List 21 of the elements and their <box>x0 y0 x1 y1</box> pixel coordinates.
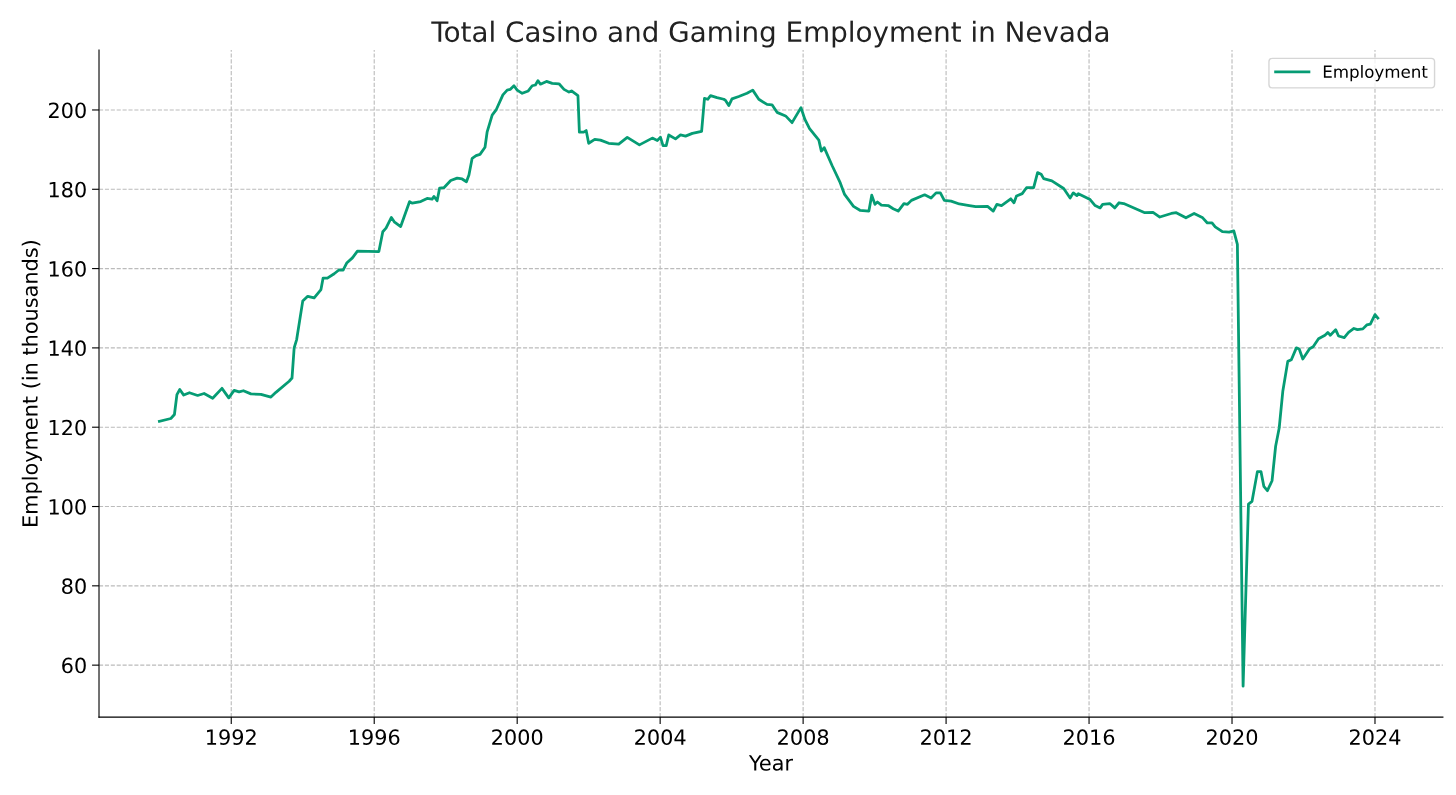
x-tick-label: 2020 <box>1207 729 1258 746</box>
legend-label: Employment <box>1323 65 1428 82</box>
chart-title: Total Casino and Gaming Employment in Nevada <box>431 20 1109 48</box>
y-tick-label: 60 <box>62 657 86 674</box>
y-tick-label: 80 <box>62 578 86 595</box>
y-axis-title: Employment (in thousands) <box>21 241 42 526</box>
x-tick-label: 2016 <box>1064 729 1115 746</box>
x-tick-label: 1992 <box>207 729 256 746</box>
x-tick-label: 2008 <box>778 729 829 746</box>
x-tick-label: 2004 <box>635 729 686 746</box>
x-tick-label: 2024 <box>1350 729 1401 746</box>
y-tick-label: 160 <box>49 261 86 277</box>
x-axis-title: Year <box>748 755 794 771</box>
y-tick-label: 140 <box>49 340 86 357</box>
y-tick-label: 100 <box>49 498 86 515</box>
y-tick-label: 180 <box>49 181 86 198</box>
x-tick-label: 1996 <box>350 729 400 746</box>
y-tick-label: 120 <box>49 419 86 436</box>
x-tick-label: 2000 <box>492 729 543 746</box>
x-tick-label: 2012 <box>921 729 971 746</box>
y-tick-label: 200 <box>48 102 86 119</box>
